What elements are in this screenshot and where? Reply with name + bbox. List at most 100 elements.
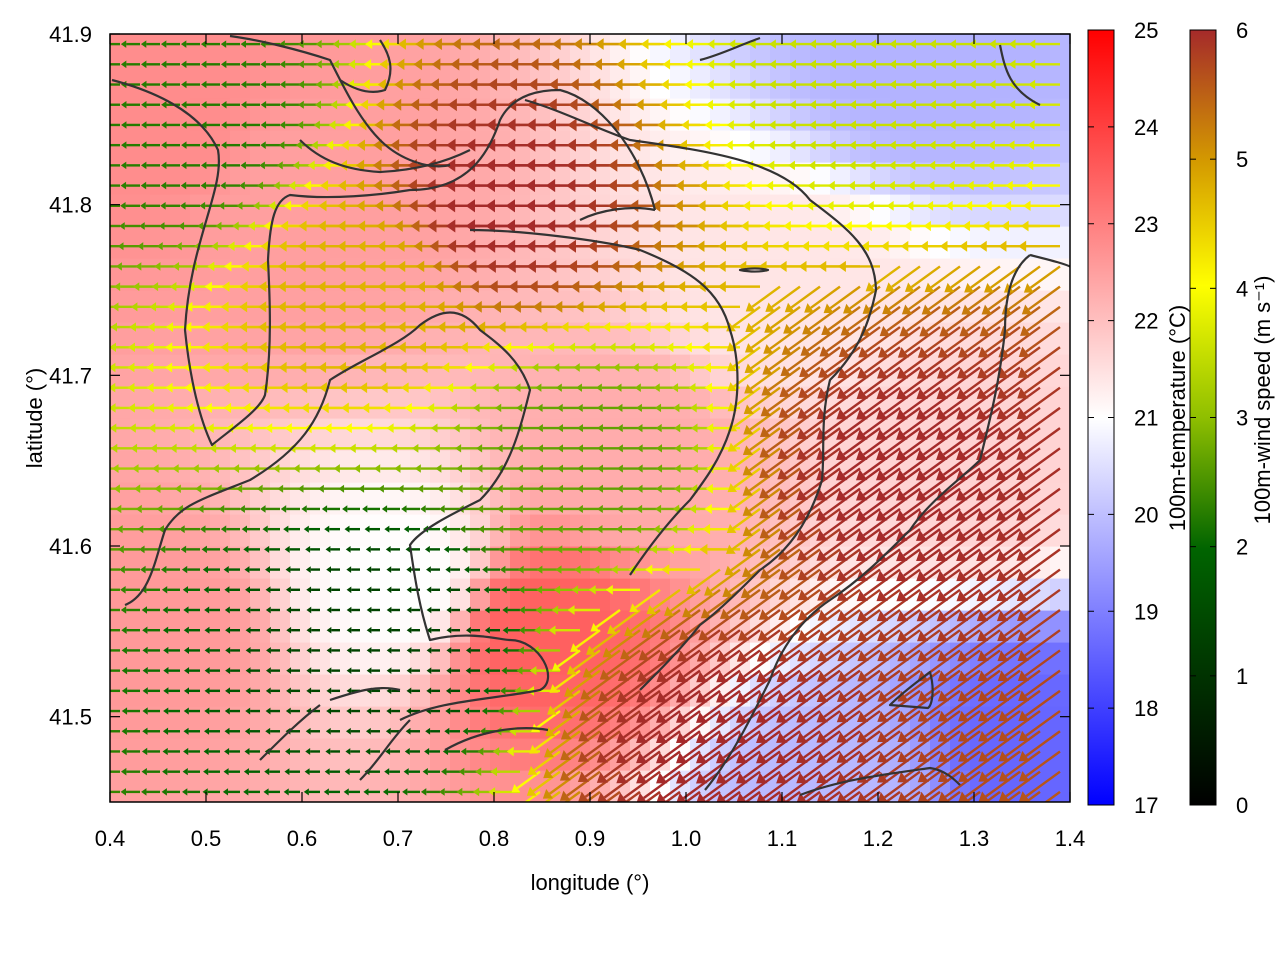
wind-arrow — [426, 667, 440, 674]
temperature-cell — [150, 578, 171, 611]
temperature-cell — [550, 354, 571, 387]
wind-arrow — [501, 586, 520, 594]
wind-arrow — [362, 505, 380, 513]
wind-arrow — [406, 667, 420, 674]
temperature-cell — [270, 770, 291, 802]
temperature-cell — [210, 770, 231, 802]
wind-arrow — [285, 566, 300, 573]
colorbar-tick-label: 0 — [1236, 793, 1248, 818]
temperature-cell — [450, 194, 471, 227]
wind-arrow — [304, 768, 320, 776]
temperature-cell — [310, 450, 331, 483]
temperature-cell — [150, 354, 171, 387]
wind-arrow — [481, 707, 500, 715]
temperature-cell — [490, 418, 511, 451]
temperature-cell — [630, 226, 651, 259]
wind-arrow — [306, 647, 320, 654]
temperature-cell — [970, 66, 991, 99]
wind-arrow — [426, 606, 440, 614]
wind-arrow — [204, 606, 220, 614]
temperature-cell — [590, 578, 611, 611]
temperature-cell — [1050, 770, 1070, 802]
wind-arrow — [204, 646, 220, 654]
temperature-cell — [370, 546, 391, 579]
wind-arrow — [346, 667, 360, 674]
colorbar-tick-label: 6 — [1236, 18, 1248, 43]
temperature-cell — [150, 482, 171, 515]
wind-arrow — [201, 100, 220, 109]
wind-arrow — [326, 647, 340, 654]
temperature-cell — [810, 258, 831, 291]
wind-arrow — [221, 141, 240, 149]
wind-arrow — [265, 566, 280, 574]
wind-arrow — [305, 566, 320, 573]
wind-arrow — [183, 606, 200, 614]
temperature-cell — [550, 194, 571, 227]
wind-arrow — [326, 586, 340, 594]
wind-arrow — [465, 606, 480, 614]
wind-arrow — [224, 606, 240, 614]
temperature-cell — [690, 546, 711, 579]
temperature-cell — [310, 674, 331, 707]
temperature-cell — [1030, 194, 1051, 227]
wind-arrow — [204, 727, 220, 735]
temperature-cell — [890, 258, 911, 291]
temperature-cell — [530, 34, 551, 67]
temperature-cell — [330, 226, 351, 259]
wind-arrow — [110, 709, 120, 713]
wind-arrow — [120, 585, 140, 594]
wind-arrow — [224, 707, 240, 715]
temperature-cell — [550, 482, 571, 515]
wind-arrow — [110, 770, 120, 773]
temperature-cell — [910, 226, 931, 259]
temperature-cell — [690, 194, 711, 227]
temperature-cell — [570, 418, 591, 451]
wind-arrow — [381, 505, 400, 513]
wind-arrow — [345, 545, 360, 553]
temperature-cell — [110, 450, 131, 483]
temperature-cell — [630, 418, 651, 451]
wind-arrow — [297, 484, 320, 493]
temperature-cell — [710, 386, 731, 419]
wind-arrow — [386, 566, 400, 573]
wind-arrow — [279, 60, 300, 69]
temperature-cell — [690, 578, 711, 611]
wind-arrow — [345, 748, 360, 755]
wind-arrow — [404, 748, 420, 755]
temperature-cell — [190, 770, 211, 802]
temperature-cell — [270, 738, 291, 771]
temperature-cell — [490, 354, 511, 387]
temperature-cell — [150, 674, 171, 707]
wind-arrow — [202, 565, 220, 574]
temperature-cell — [970, 258, 991, 291]
temperature-cell — [150, 34, 171, 67]
wind-arrow — [517, 464, 540, 473]
wind-arrow — [279, 80, 300, 89]
temperature-cell — [790, 226, 811, 259]
temperature-cell — [330, 770, 351, 802]
wind-arrow — [446, 667, 460, 674]
wind-arrow — [306, 606, 320, 614]
temperature-cell — [210, 386, 231, 419]
wind-arrow — [110, 608, 120, 612]
temperature-cell — [1050, 322, 1070, 355]
temperature-cell — [170, 354, 191, 387]
temperature-cell — [370, 386, 391, 419]
temperature-cell — [990, 258, 1011, 291]
temperature-cell — [430, 674, 451, 707]
temperature-cell — [230, 162, 251, 195]
temperature-cell — [230, 770, 251, 802]
temperature-cell — [630, 34, 651, 67]
temperature-cell — [450, 578, 471, 611]
temperature-cell — [670, 66, 691, 99]
temperature-cell — [670, 194, 691, 227]
wind-arrow — [142, 727, 160, 735]
temperature-cell — [570, 66, 591, 99]
temperature-cell — [550, 386, 571, 419]
wind-arrow — [406, 707, 420, 715]
temperature-cell — [130, 418, 151, 451]
wind-arrow — [326, 566, 340, 573]
temperature-cell — [170, 66, 191, 99]
wind-arrow — [240, 60, 260, 69]
wind-arrow — [160, 181, 180, 190]
